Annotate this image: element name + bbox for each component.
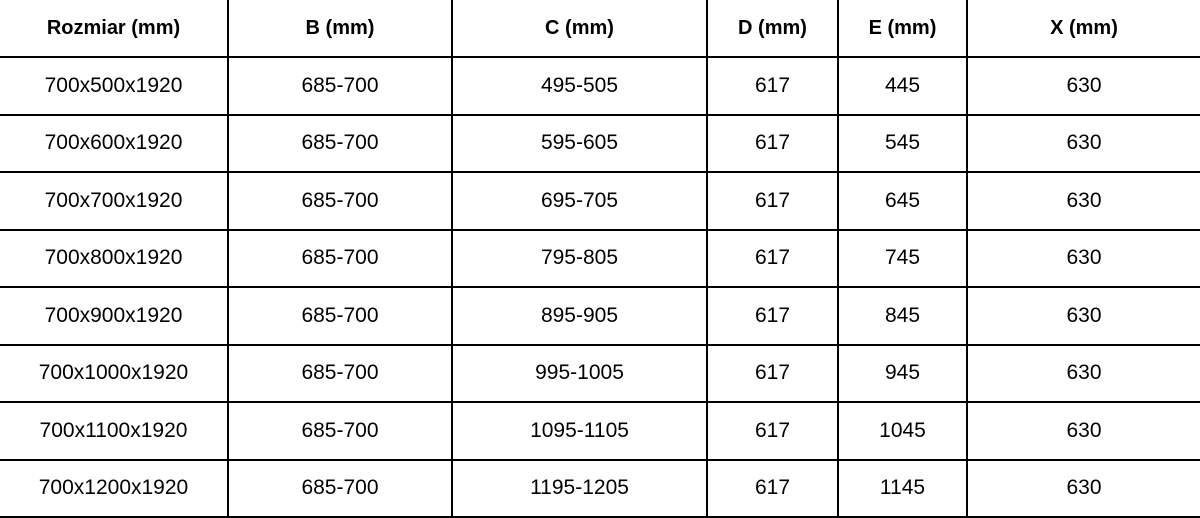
table-cell-d: 617	[706, 56, 839, 116]
table-cell-e: 545	[837, 113, 968, 173]
table-row: 700x900x1920 685-700 895-905 617 845 630	[0, 286, 1200, 346]
table-cell-rozmiar: 700x500x1920	[0, 56, 229, 116]
table-cell-d: 617	[706, 171, 839, 231]
table-cell-b: 685-700	[227, 113, 453, 173]
table-cell-c: 695-705	[451, 171, 708, 231]
table-cell-c: 1095-1105	[451, 401, 708, 461]
table-row: 700x1100x1920 685-700 1095-1105 617 1045 630	[0, 401, 1200, 461]
table-cell-rozmiar: 700x800x1920	[0, 228, 229, 288]
table-cell-rozmiar: 700x1000x1920	[0, 343, 229, 403]
table-cell-e: 745	[837, 228, 968, 288]
table-header: Rozmiar (mm) B (mm) C (mm) D (mm) E (mm) X (m…	[0, 0, 1200, 58]
table-cell-x: 630	[966, 171, 1200, 231]
table-cell-b: 685-700	[227, 56, 453, 116]
table-cell-b: 685-700	[227, 343, 453, 403]
column-header-c: C (mm)	[451, 0, 708, 58]
table-cell-x: 630	[966, 228, 1200, 288]
table-cell-x: 630	[966, 343, 1200, 403]
table-cell-rozmiar: 700x700x1920	[0, 171, 229, 231]
table-row: 700x600x1920 685-700 595-605 617 545 630	[0, 113, 1200, 173]
table-row: 700x1000x1920 685-700 995-1005 617 945 630	[0, 343, 1200, 403]
table-cell-e: 1045	[837, 401, 968, 461]
table-cell-x: 630	[966, 286, 1200, 346]
table-row: 700x700x1920 685-700 695-705 617 645 630	[0, 171, 1200, 231]
table-cell-x: 630	[966, 458, 1200, 518]
table-cell-b: 685-700	[227, 286, 453, 346]
column-header-d: D (mm)	[706, 0, 839, 58]
table-body: 700x500x1920 685-700 495-505 617 445 630 700x6…	[0, 56, 1200, 518]
table-cell-x: 630	[966, 401, 1200, 461]
table-cell-e: 945	[837, 343, 968, 403]
table-cell-c: 495-505	[451, 56, 708, 116]
table-header-row: Rozmiar (mm) B (mm) C (mm) D (mm) E (mm) X (m…	[0, 0, 1200, 58]
table-cell-d: 617	[706, 401, 839, 461]
column-header-b: B (mm)	[227, 0, 453, 58]
table-cell-c: 1195-1205	[451, 458, 708, 518]
table-cell-b: 685-700	[227, 401, 453, 461]
table-cell-e: 645	[837, 171, 968, 231]
table-cell-b: 685-700	[227, 228, 453, 288]
table-cell-c: 895-905	[451, 286, 708, 346]
table-cell-e: 845	[837, 286, 968, 346]
table-cell-d: 617	[706, 343, 839, 403]
table-row: 700x800x1920 685-700 795-805 617 745 630	[0, 228, 1200, 288]
table-cell-d: 617	[706, 113, 839, 173]
table-cell-d: 617	[706, 286, 839, 346]
table-row: 700x1200x1920 685-700 1195-1205 617 1145 630	[0, 458, 1200, 518]
table-row: 700x500x1920 685-700 495-505 617 445 630	[0, 56, 1200, 116]
table-cell-e: 1145	[837, 458, 968, 518]
table-cell-b: 685-700	[227, 458, 453, 518]
table-cell-rozmiar: 700x900x1920	[0, 286, 229, 346]
table-cell-e: 445	[837, 56, 968, 116]
table-cell-x: 630	[966, 56, 1200, 116]
table-cell-c: 795-805	[451, 228, 708, 288]
column-header-rozmiar: Rozmiar (mm)	[0, 0, 229, 58]
table-cell-d: 617	[706, 458, 839, 518]
table-cell-rozmiar: 700x1200x1920	[0, 458, 229, 518]
table-cell-c: 595-605	[451, 113, 708, 173]
table-cell-rozmiar: 700x1100x1920	[0, 401, 229, 461]
table-cell-rozmiar: 700x600x1920	[0, 113, 229, 173]
table-cell-d: 617	[706, 228, 839, 288]
table-cell-b: 685-700	[227, 171, 453, 231]
column-header-e: E (mm)	[837, 0, 968, 58]
column-header-x: X (mm)	[966, 0, 1200, 58]
table-cell-c: 995-1005	[451, 343, 708, 403]
table-cell-x: 630	[966, 113, 1200, 173]
